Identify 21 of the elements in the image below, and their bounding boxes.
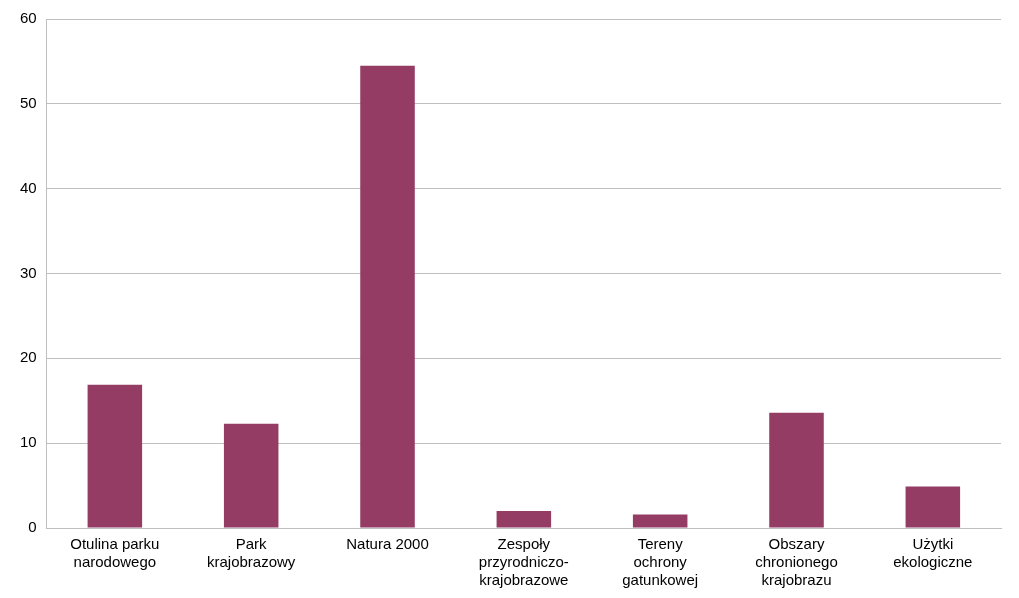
x-tick-label: Park krajobrazowy bbox=[206, 535, 296, 571]
bar bbox=[496, 511, 552, 528]
bar bbox=[632, 514, 688, 528]
bar bbox=[223, 423, 279, 528]
x-tick-label: Otulina parku narodowego bbox=[70, 535, 160, 571]
y-tick-label: 20 bbox=[20, 348, 37, 366]
y-tick-label: 0 bbox=[28, 518, 37, 536]
x-tick-label: Natura 2000 bbox=[346, 535, 429, 553]
y-tick-label: 10 bbox=[20, 433, 37, 451]
y-tick-label: 40 bbox=[20, 178, 37, 196]
y-tick-label: 60 bbox=[20, 9, 37, 27]
x-tick-label: Użytki ekologiczne bbox=[893, 535, 973, 571]
bar bbox=[769, 412, 824, 528]
bar bbox=[360, 65, 415, 528]
y-tick-label: 50 bbox=[20, 93, 37, 111]
x-tick-label: Tereny ochrony gatunkowej bbox=[622, 535, 699, 589]
bar bbox=[905, 486, 961, 528]
x-tick-label: Zespoły przyrodniczo-krajobrazowe bbox=[478, 535, 569, 589]
x-tick-label: Obszary chronionego krajobrazu bbox=[755, 535, 838, 589]
y-tick-label: 30 bbox=[20, 263, 37, 281]
bar bbox=[87, 384, 143, 528]
